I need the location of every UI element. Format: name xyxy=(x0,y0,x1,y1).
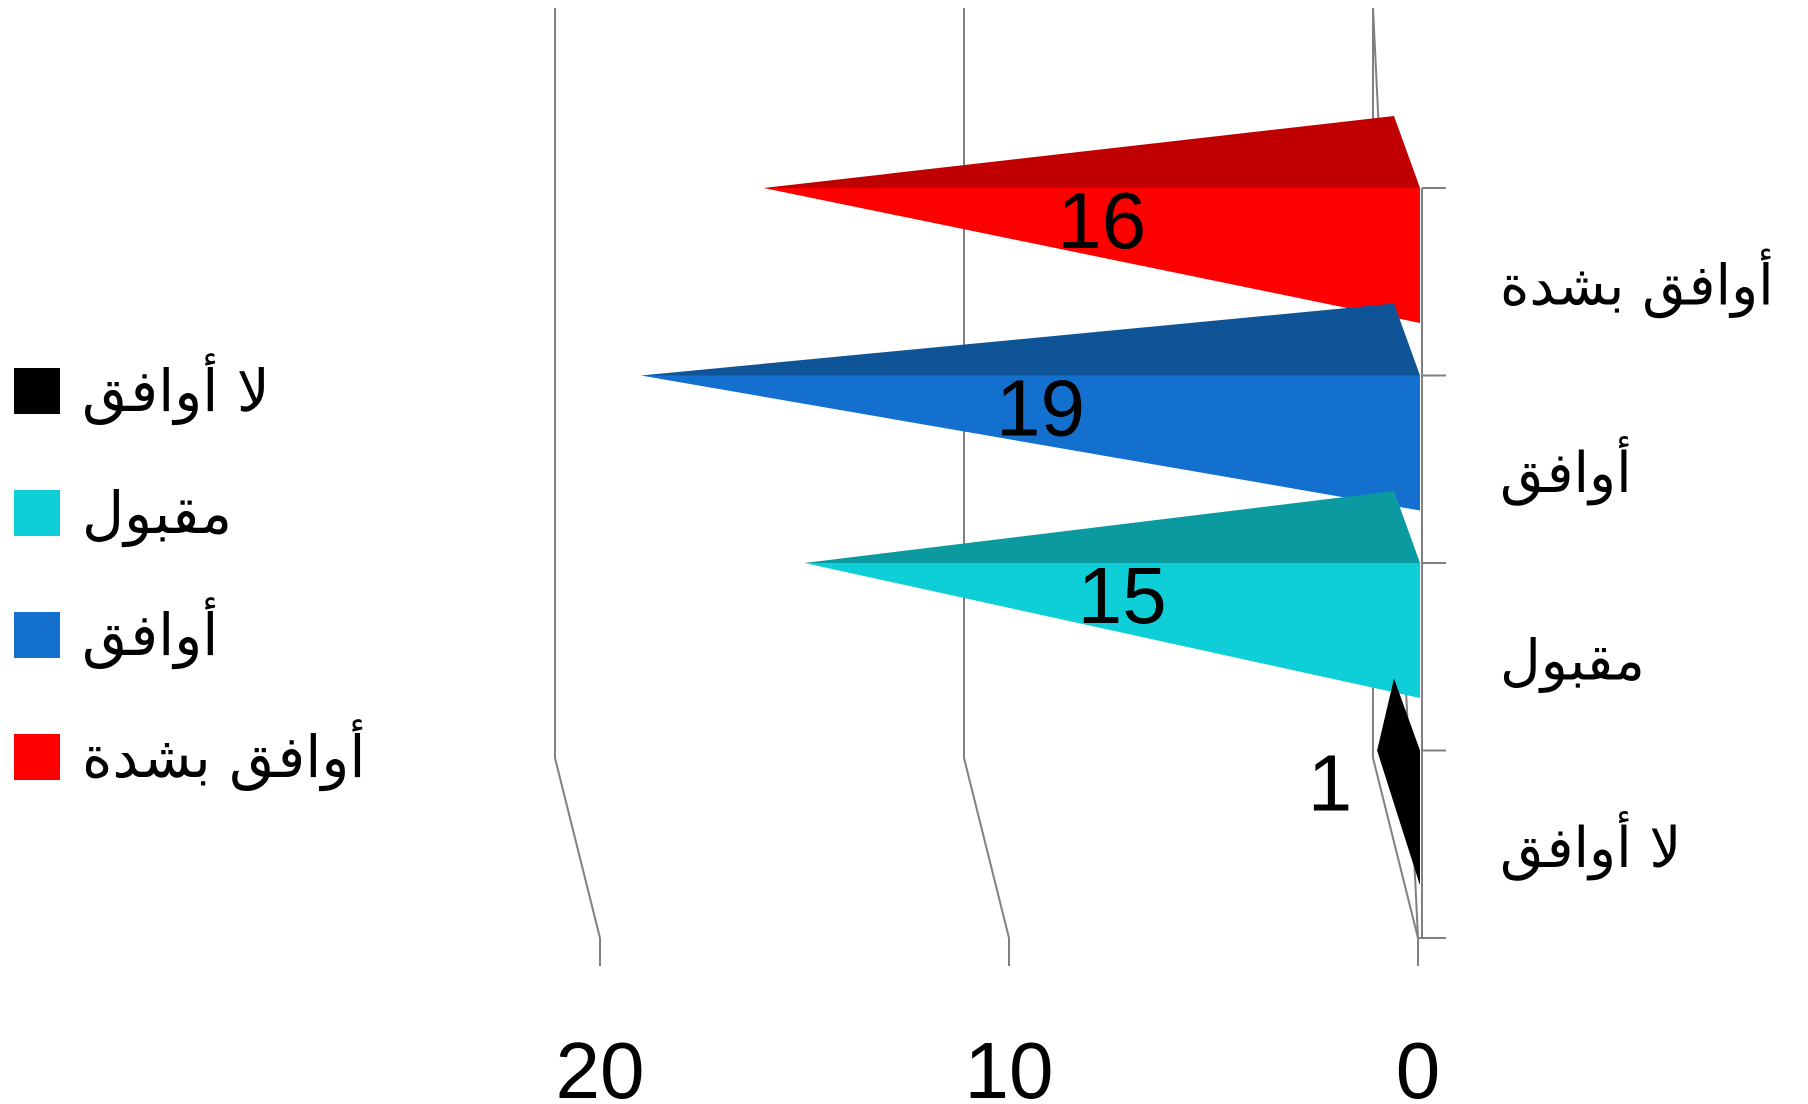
legend-swatch xyxy=(14,490,60,536)
gridline xyxy=(963,8,1010,939)
bar xyxy=(763,188,1420,323)
labels: 0 10 20 أوافق بشدة 16 أوافق 19 مقبول 15 لا أوافق 1 xyxy=(556,176,1774,1104)
legend-label: لا أوافق xyxy=(82,357,270,425)
legend: لا أوافق مقبول أوافق أوافق بشدة xyxy=(14,330,394,818)
bars xyxy=(640,116,1420,886)
bar xyxy=(1377,750,1420,886)
legend-item: مقبول xyxy=(14,452,394,574)
bar-top-face xyxy=(804,491,1420,563)
legend-item: أوافق xyxy=(14,574,394,696)
legend-label: أوافق xyxy=(82,601,219,669)
x-tick-label: 20 xyxy=(556,1026,645,1104)
x-tick-label: 0 xyxy=(1396,1026,1441,1104)
bar-top-face xyxy=(1377,678,1420,751)
x-tick-label: 10 xyxy=(965,1026,1054,1104)
legend-item: لا أوافق xyxy=(14,330,394,452)
legend-item: أوافق بشدة xyxy=(14,696,394,818)
y-tick-label: أوافق بشدة xyxy=(1500,248,1774,318)
legend-swatch xyxy=(14,612,60,658)
y-tick-label: أوافق xyxy=(1500,436,1632,506)
legend-swatch xyxy=(14,368,60,414)
y-tick-label: لا أوافق xyxy=(1500,811,1681,881)
data-label: 1 xyxy=(1308,739,1353,828)
legend-label: مقبول xyxy=(82,479,233,547)
bar-top-face xyxy=(763,116,1420,188)
legend-swatch xyxy=(14,734,60,780)
bar xyxy=(640,375,1420,511)
gridline xyxy=(554,8,601,939)
bar xyxy=(804,563,1420,698)
bar-top-face xyxy=(640,303,1420,376)
data-label: 19 xyxy=(996,364,1085,453)
legend-label: أوافق بشدة xyxy=(82,723,366,791)
y-tick-label: مقبول xyxy=(1500,628,1645,693)
data-label: 16 xyxy=(1057,176,1146,265)
data-label: 15 xyxy=(1078,551,1167,640)
